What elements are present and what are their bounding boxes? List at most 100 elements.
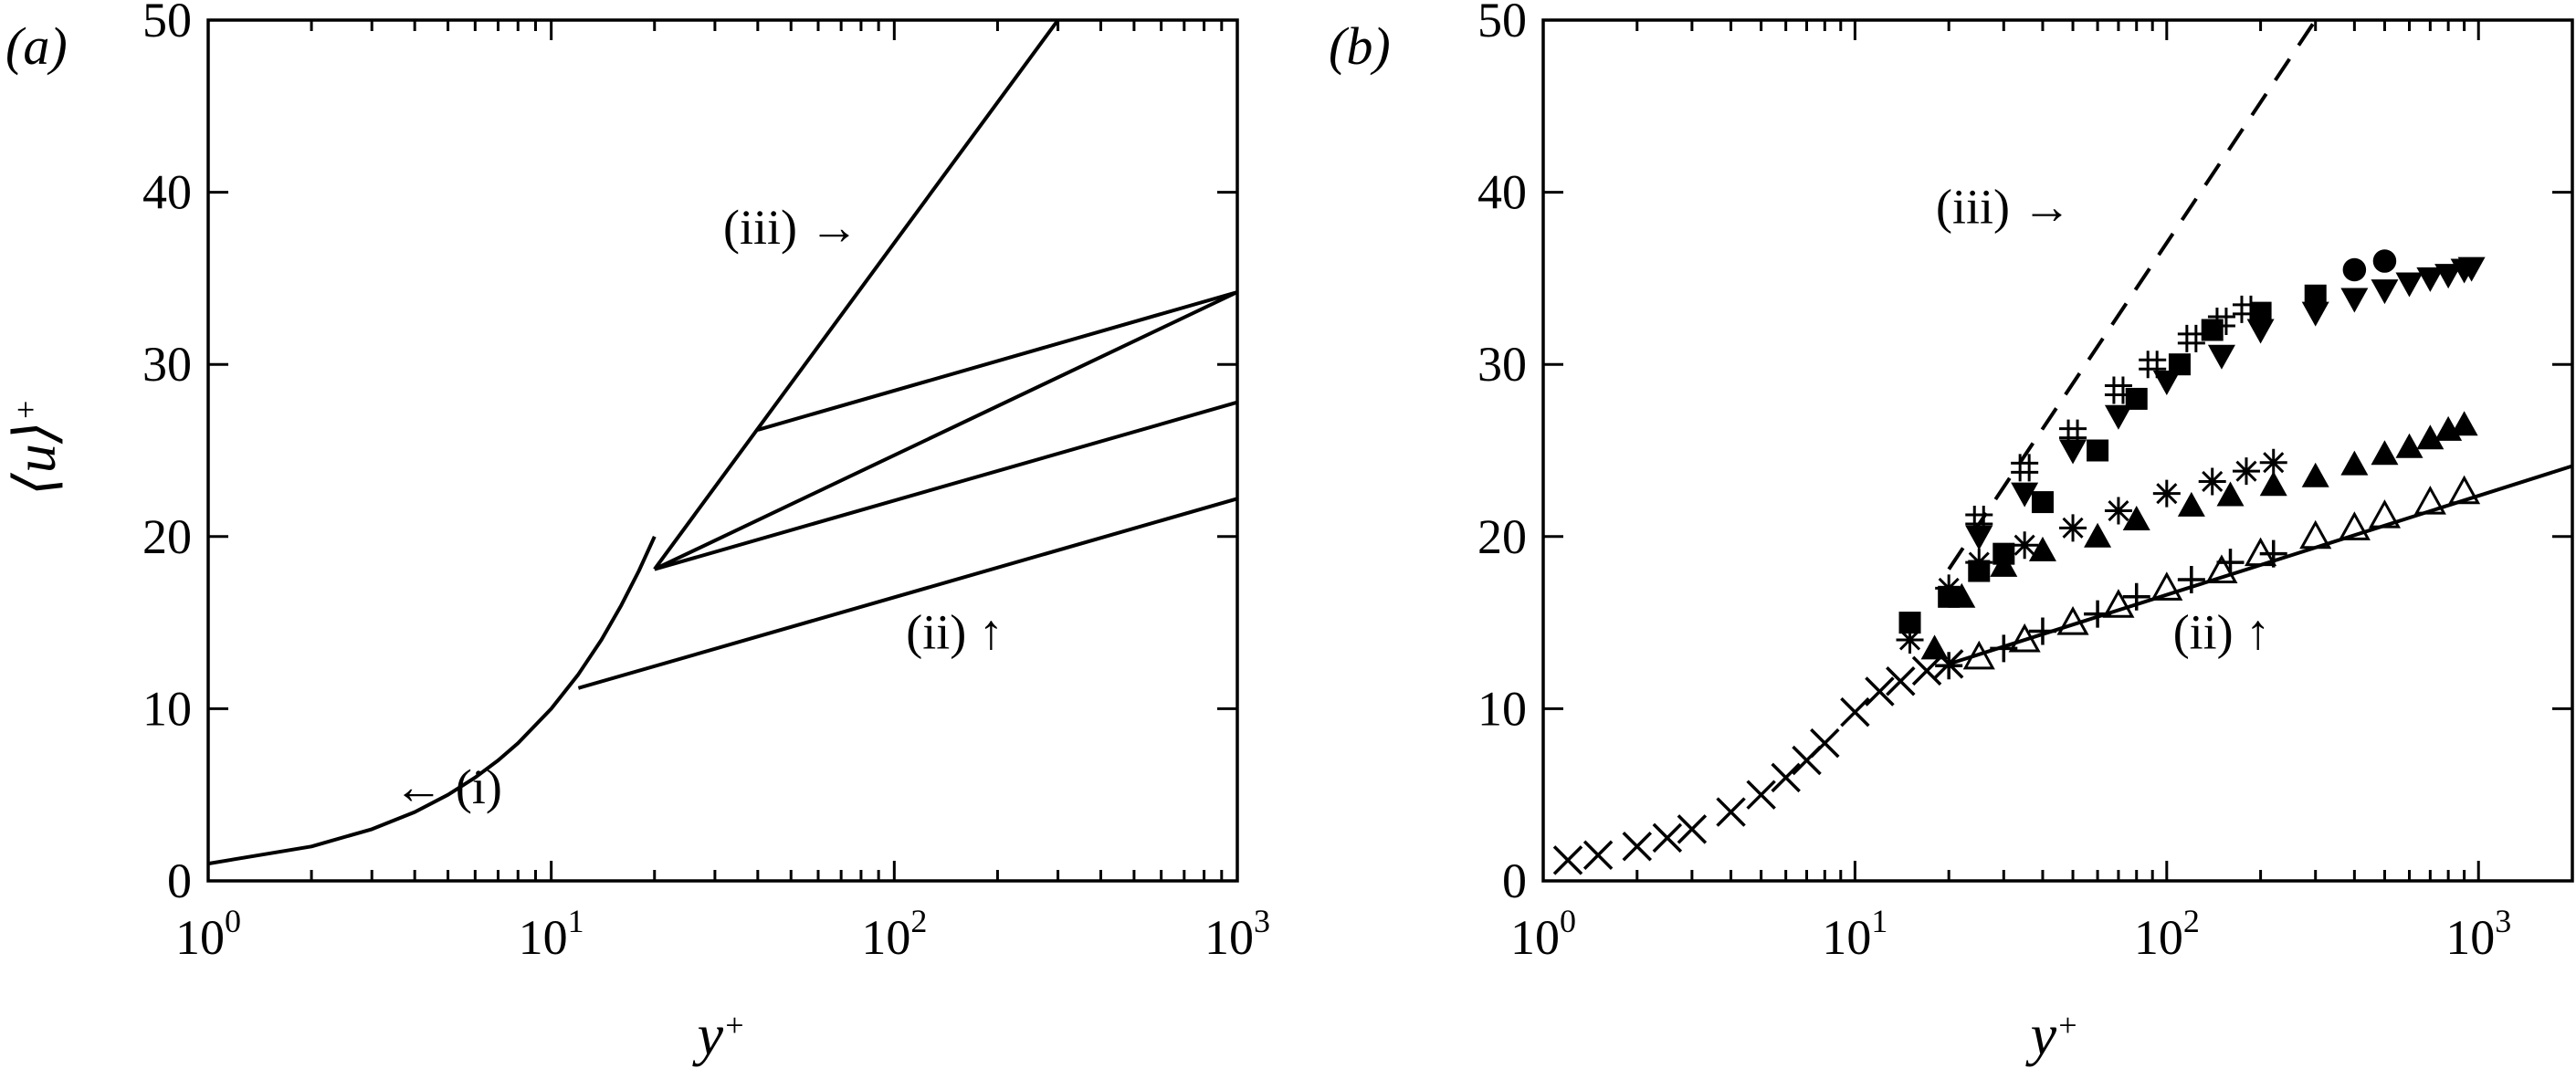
data-point-open-triangle — [2205, 554, 2238, 584]
data-point-filled-square — [2125, 387, 2148, 410]
x-tick-label: 101 — [1822, 903, 1887, 965]
data-point-plus — [2216, 549, 2245, 577]
data-point-star — [2011, 531, 2039, 560]
data-point-filled-triangle — [2371, 440, 2399, 466]
data-point-cross — [1746, 780, 1776, 810]
data-point-hash — [2207, 308, 2235, 336]
data-point-open-triangle — [2056, 606, 2089, 635]
data-point-filled-triangle — [2084, 522, 2112, 548]
data-point-star — [2104, 497, 2132, 525]
data-point-star — [2059, 514, 2087, 542]
annotation-label: ← (i) — [394, 759, 501, 814]
data-point-filled-triangle — [2259, 471, 2287, 497]
data-point-cross — [1810, 728, 1840, 759]
data-point-filled-triangle — [2301, 462, 2329, 487]
annotation-label: (iii) → — [1936, 180, 2071, 235]
x-tick-label: 100 — [175, 903, 241, 965]
data-point-filled-down-triangle — [2011, 482, 2039, 508]
y-tick-label: 10 — [142, 681, 192, 736]
data-point-cross — [1652, 822, 1683, 853]
data-point-open-triangle — [2102, 589, 2135, 618]
y-tick-label: 0 — [1502, 853, 1527, 908]
panel-b-plot-frame — [1541, 18, 2574, 883]
data-point-hash — [2059, 419, 2087, 447]
data-point-filled-square — [2168, 353, 2191, 376]
data-point-star — [2232, 457, 2260, 486]
series-line — [207, 535, 657, 866]
data-point-filled-down-triangle — [2104, 404, 2132, 430]
panel-a-series — [207, 18, 1238, 866]
series-line — [653, 290, 1238, 571]
data-point-filled-triangle — [2177, 491, 2205, 517]
data-point-filled-square — [1898, 612, 1921, 634]
data-point-plus — [1990, 634, 2018, 663]
panel-a-label: (a) — [5, 16, 68, 76]
y-tick-label: 30 — [142, 337, 192, 392]
data-point-cross — [1865, 676, 1895, 707]
y-tick-label: 0 — [167, 853, 192, 908]
data-point-filled-circle — [2372, 249, 2397, 273]
annotation-label: (iii) → — [723, 200, 858, 255]
data-point-filled-down-triangle — [2340, 288, 2369, 313]
y-tick-label: 50 — [1477, 0, 1527, 47]
x-tick-label: 103 — [2445, 903, 2511, 965]
data-point-open-triangle — [2338, 511, 2371, 540]
data-point-filled-down-triangle — [2434, 264, 2463, 289]
x-tick-label: 102 — [2134, 903, 2200, 965]
panel-a-tick-labels: 100 101 102 103 0 10 20 30 40 50 — [142, 0, 1270, 965]
panel-a-x-axis-label: y+ — [692, 1002, 746, 1067]
data-point-cross — [1552, 845, 1583, 875]
data-point-filled-down-triangle — [1965, 525, 1993, 550]
y-tick-label: 30 — [1477, 337, 1527, 392]
data-point-open-triangle — [1962, 640, 1995, 670]
data-point-filled-circle — [2342, 257, 2367, 282]
data-point-plus — [2028, 617, 2056, 645]
panel-a-plot-frame — [206, 18, 1239, 883]
data-point-filled-down-triangle — [2371, 279, 2399, 305]
data-point-filled-triangle — [2216, 481, 2245, 507]
panel-b-x-axis-label: y+ — [2025, 1002, 2079, 1067]
panel-a-ticks — [206, 18, 1239, 883]
data-point-filled-down-triangle — [2152, 371, 2181, 396]
data-point-filled-triangle — [2450, 411, 2478, 436]
panel-b-annotations: (ii) ↑ (iii) → — [1936, 180, 2270, 660]
data-point-hash — [1965, 505, 1993, 533]
data-point-open-triangle — [2150, 571, 2183, 601]
data-point-filled-square — [1992, 542, 2015, 565]
x-tick-label: 100 — [1510, 903, 1576, 965]
data-point-plus — [2122, 582, 2150, 611]
data-point-star — [2198, 467, 2226, 496]
data-point-filled-triangle — [2395, 433, 2424, 458]
data-point-filled-triangle — [2416, 424, 2445, 450]
data-point-hash — [2011, 454, 2039, 482]
y-tick-label: 40 — [142, 165, 192, 220]
data-point-filled-triangle — [2028, 536, 2056, 561]
data-point-filled-square — [2031, 491, 2054, 514]
data-point-star — [2152, 479, 2181, 508]
y-tick-label: 20 — [142, 509, 192, 564]
data-point-open-triangle — [2368, 499, 2402, 529]
panel-b: 100 101 102 103 0 10 20 30 40 50 (ii) ↑ (iii) → (b… — [1329, 0, 2574, 1067]
data-point-hash — [2177, 324, 2205, 352]
data-point-cross — [1886, 665, 1916, 696]
panel-b-label: (b) — [1329, 16, 1391, 76]
data-point-cross — [1582, 840, 1614, 870]
data-point-cross — [1716, 797, 1746, 827]
series-line — [577, 497, 1238, 690]
data-point-hash — [2232, 295, 2260, 323]
data-point-cross — [1677, 814, 1708, 844]
y-tick-label: 20 — [1477, 509, 1527, 564]
x-tick-label: 102 — [861, 903, 927, 965]
data-point-open-triangle — [2413, 485, 2446, 515]
data-point-filled-triangle — [2122, 505, 2150, 530]
data-point-plus — [2259, 539, 2287, 568]
data-point-star — [1896, 625, 1924, 654]
data-point-filled-square — [2087, 439, 2109, 462]
panel-b-ticks — [1541, 18, 2574, 883]
data-point-filled-down-triangle — [2207, 344, 2235, 370]
annotation-label: (ii) ↑ — [2173, 604, 2270, 659]
series-line — [654, 400, 1238, 571]
x-tick-label: 101 — [519, 903, 584, 965]
data-point-filled-down-triangle — [2301, 301, 2329, 327]
panel-a: 100 101 102 103 0 10 20 30 40 50 ← (i) (ii) ↑ (iii)… — [3, 0, 1270, 1067]
